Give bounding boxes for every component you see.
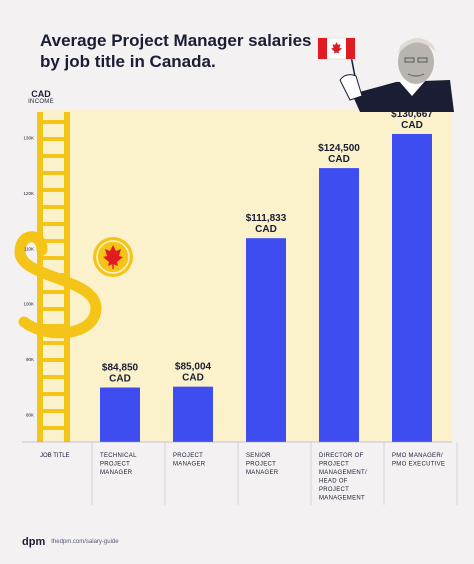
- ladder-rung: [40, 324, 67, 328]
- value-unit-label: CAD: [328, 154, 350, 165]
- ladder-rung: [40, 273, 67, 277]
- ladder-rung: [40, 375, 67, 379]
- maple-leaf-coin-icon: [93, 237, 133, 277]
- footer-url[interactable]: thedpm.com/salary-guide: [51, 539, 119, 545]
- ladder-rung: [40, 256, 67, 260]
- category-label: PROJECT: [173, 453, 203, 459]
- y-tick-label: 90K: [26, 357, 34, 362]
- ladder-rung: [40, 426, 67, 430]
- ladder-rung: [40, 137, 67, 141]
- category-label: PROJECT: [319, 487, 349, 493]
- bar: [392, 133, 432, 442]
- ladder-rung: [40, 120, 67, 124]
- ladder-rung: [40, 290, 67, 294]
- ladder-rung: [40, 392, 67, 396]
- ladder-rungs: [40, 120, 67, 430]
- value-label: $124,500: [318, 143, 360, 154]
- bar: [319, 168, 359, 442]
- footer: dpm thedpm.com/salary-guide: [22, 536, 119, 548]
- ladder-rung: [40, 307, 67, 311]
- category-label: MANAGER: [246, 470, 279, 476]
- ladder-rung: [40, 222, 67, 226]
- category-label: PROJECT: [246, 462, 276, 468]
- bars: [100, 133, 432, 442]
- bar: [173, 386, 213, 442]
- category-label: SENIOR: [246, 453, 271, 459]
- bar: [100, 387, 140, 442]
- category-label: PMO EXECUTIVE: [392, 462, 445, 468]
- category-label: MANAGER: [100, 470, 133, 476]
- category-label: PMO MANAGER/: [392, 453, 443, 459]
- category-label: HEAD OF: [319, 479, 348, 485]
- value-label: $85,004: [175, 362, 212, 373]
- value-unit-label: CAD: [109, 373, 131, 384]
- value-label: $84,850: [102, 362, 139, 373]
- category-labels: TECHNICAL PROJECT MANAGER PROJECT MANAGER SEN…: [100, 453, 445, 502]
- ladder-rung: [40, 154, 67, 158]
- y-axis-label: CAD: [31, 89, 51, 99]
- category-label: MANAGEMENT/: [319, 470, 367, 476]
- y-tick-label: 120K: [23, 191, 34, 196]
- y-tick-label: 110K: [24, 246, 34, 251]
- dpm-logo: dpm: [22, 536, 46, 548]
- portrait-illustration: [339, 38, 454, 112]
- ladder-rung: [40, 409, 67, 413]
- ladder-rung: [40, 239, 67, 243]
- y-axis-sublabel: INCOME: [28, 99, 54, 105]
- value-unit-label: CAD: [255, 224, 277, 235]
- category-label: MANAGEMENT: [319, 496, 365, 502]
- ladder-rung: [40, 358, 67, 362]
- chart-title: Average Project Manager salaries by job …: [40, 31, 312, 71]
- x-axis-label: JOB TITLE: [40, 453, 70, 459]
- ladder-rung: [40, 205, 67, 209]
- ladder-rung: [40, 341, 67, 345]
- category-separators: [91, 442, 458, 505]
- category-label: TECHNICAL: [100, 453, 137, 459]
- y-tick-label: 100K: [23, 302, 34, 307]
- category-label: MANAGER: [173, 462, 206, 468]
- bar: [246, 238, 286, 442]
- y-axis-unit: CAD INCOME: [26, 89, 56, 105]
- ladder-rung: [40, 188, 67, 192]
- value-labels: $84,850CAD$85,004CAD$111,833CAD$124,500C…: [102, 109, 433, 385]
- value-unit-label: CAD: [401, 120, 423, 131]
- canada-flag-icon: [317, 37, 357, 83]
- value-label: $130,667: [391, 109, 433, 120]
- y-axis-ticks: 80K 90K 100K 110K 120K 130K: [23, 136, 34, 418]
- value-unit-label: CAD: [182, 373, 204, 384]
- dollar-ladder-decoration: [14, 112, 102, 442]
- value-label: $111,833: [246, 213, 287, 224]
- y-tick-label: 80K: [26, 412, 34, 417]
- category-label: PROJECT: [319, 462, 349, 468]
- category-label: DIRECTOR OF: [319, 453, 364, 459]
- ladder-rung: [40, 171, 67, 175]
- y-tick-label: 130K: [23, 136, 34, 141]
- category-label: PROJECT: [100, 462, 130, 468]
